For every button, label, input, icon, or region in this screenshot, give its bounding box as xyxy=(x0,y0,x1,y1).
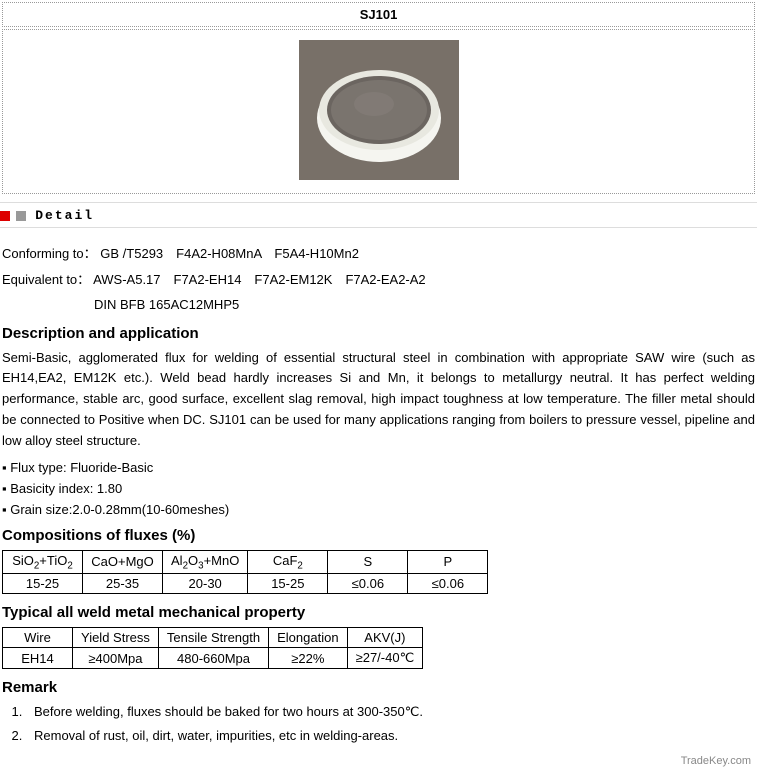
content-area: Conforming to： GB /T5293 F4A2-H08MnA F5A… xyxy=(0,236,757,769)
mech-h-2: Tensile Strength xyxy=(158,628,268,648)
compositions-table: SiO2+TiO2 CaO+MgO Al2O3+MnO CaF2 S P 15-… xyxy=(2,550,488,595)
equivalent-row: Equivalent to： AWS-A5.17 F7A2-EH14 F7A2-… xyxy=(2,270,755,290)
list-item: Removal of rust, oil, dirt, water, impur… xyxy=(26,726,755,746)
bullet-2-text: Basicity index: 1.80 xyxy=(10,481,122,496)
table-row: Wire Yield Stress Tensile Strength Elong… xyxy=(3,628,423,648)
equivalent-label: Equivalent to： xyxy=(2,270,90,290)
comp-h-4: S xyxy=(328,550,408,574)
conforming-row: Conforming to： GB /T5293 F4A2-H08MnA F5A… xyxy=(2,244,755,264)
compositions-heading: Compositions of fluxes (%) xyxy=(2,527,755,544)
comp-v-5: ≤0.06 xyxy=(408,574,488,594)
bullet-2: ▪ Basicity index: 1.80 xyxy=(2,481,755,496)
detail-header: Detail xyxy=(0,202,757,228)
comp-v-4: ≤0.06 xyxy=(328,574,408,594)
comp-v-3: 15-25 xyxy=(248,574,328,594)
conforming-label: Conforming to： xyxy=(2,244,97,264)
gray-square-icon xyxy=(16,211,26,221)
bullet-1: ▪ Flux type: Fluoride-Basic xyxy=(2,460,755,475)
comp-v-1: 25-35 xyxy=(83,574,163,594)
bullet-3: ▪ Grain size:2.0-0.28mm(10-60meshes) xyxy=(2,502,755,517)
equivalent-row-2: DIN BFB 165AC12MHP5 xyxy=(2,295,755,315)
description-text: Semi-Basic, agglomerated flux for weldin… xyxy=(2,348,755,452)
description-heading: Description and application xyxy=(2,325,755,342)
mech-v-0: EH14 xyxy=(3,648,73,669)
comp-h-2: Al2O3+MnO xyxy=(163,550,248,574)
watermark: TradeKey.com xyxy=(681,755,751,767)
table-row: SiO2+TiO2 CaO+MgO Al2O3+MnO CaF2 S P xyxy=(3,550,488,574)
product-image-box xyxy=(2,29,755,194)
list-item: Before welding, fluxes should be baked f… xyxy=(26,702,755,722)
table-row: EH14 ≥400Mpa 480-660Mpa ≥22% ≥27/-40℃ xyxy=(3,648,423,669)
mech-v-3: ≥22% xyxy=(269,648,347,669)
red-square-icon xyxy=(0,211,10,221)
comp-h-1: CaO+MgO xyxy=(83,550,163,574)
product-image xyxy=(299,40,459,183)
conforming-value: GB /T5293 F4A2-H08MnA F5A4-H10Mn2 xyxy=(100,246,359,261)
mech-h-4: AKV(J) xyxy=(347,628,423,648)
comp-h-0: SiO2+TiO2 xyxy=(3,550,83,574)
remark-heading: Remark xyxy=(2,679,755,696)
mech-v-2: 480-660Mpa xyxy=(158,648,268,669)
mech-v-4: ≥27/-40℃ xyxy=(347,648,423,669)
comp-v-0: 15-25 xyxy=(3,574,83,594)
equivalent-value-1: AWS-A5.17 F7A2-EH14 F7A2-EM12K F7A2-EA2-… xyxy=(93,272,426,287)
mech-h-3: Elongation xyxy=(269,628,347,648)
remark-list: Before welding, fluxes should be baked f… xyxy=(2,702,755,745)
bullet-3-text: Grain size:2.0-0.28mm(10-60meshes) xyxy=(10,502,229,517)
equivalent-value-2: DIN BFB 165AC12MHP5 xyxy=(94,297,239,312)
mech-h-1: Yield Stress xyxy=(73,628,159,648)
mech-h-0: Wire xyxy=(3,628,73,648)
mechanical-heading: Typical all weld metal mechanical proper… xyxy=(2,604,755,621)
mechanical-table: Wire Yield Stress Tensile Strength Elong… xyxy=(2,627,423,669)
bullet-1-text: Flux type: Fluoride-Basic xyxy=(10,460,153,475)
comp-h-5: P xyxy=(408,550,488,574)
comp-v-2: 20-30 xyxy=(163,574,248,594)
product-title: SJ101 xyxy=(360,7,398,22)
table-row: 15-25 25-35 20-30 15-25 ≤0.06 ≤0.06 xyxy=(3,574,488,594)
title-box: SJ101 xyxy=(2,2,755,27)
detail-label: Detail xyxy=(35,208,94,223)
mech-v-1: ≥400Mpa xyxy=(73,648,159,669)
comp-h-3: CaF2 xyxy=(248,550,328,574)
